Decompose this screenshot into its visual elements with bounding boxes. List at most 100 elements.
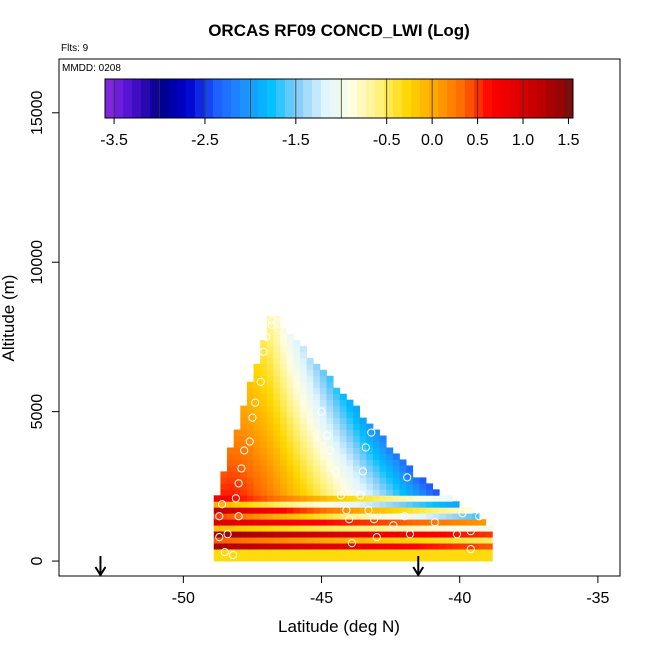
x-tick-label: -35 (586, 590, 609, 607)
flight-arrows (94, 556, 425, 577)
heatmap-cell (260, 441, 268, 448)
profile-marker (267, 316, 276, 325)
heatmap-cell (246, 435, 254, 442)
profile-marker (215, 512, 224, 521)
heatmap-cell (273, 543, 281, 550)
profile-marker (452, 530, 462, 539)
heatmap-cell (333, 429, 341, 436)
heatmap-cell (213, 507, 221, 514)
heatmap-cell (213, 555, 221, 562)
heatmap-cell (233, 429, 241, 436)
colorbar-tick-label: 1.0 (512, 132, 534, 149)
heatmap-cell (432, 531, 440, 538)
heatmap-cell (379, 459, 387, 466)
heatmap-cell (313, 477, 321, 484)
heatmap-cell (372, 525, 380, 532)
heatmap-cell (273, 513, 281, 520)
heatmap-cell (452, 549, 460, 556)
heatmap-cell (412, 549, 420, 556)
heatmap-cell (273, 441, 281, 448)
heatmap-cell (280, 531, 288, 538)
y-tick-label: 5000 (29, 394, 46, 430)
heatmap-cell (306, 399, 314, 407)
heatmap-cell (485, 537, 493, 544)
heatmap-cell (372, 477, 380, 484)
heatmap-cell (406, 525, 414, 532)
heatmap-cell (313, 429, 321, 436)
heatmap-cell (452, 507, 460, 514)
heatmap-cell (299, 471, 308, 478)
heatmap-cell (432, 501, 440, 508)
heatmap-cell (359, 477, 367, 484)
heatmap-cell (386, 477, 394, 484)
heatmap-cell (280, 339, 288, 347)
profile-marker (251, 398, 260, 407)
heatmap-cell (306, 357, 314, 365)
heatmap-cell (227, 537, 235, 544)
heatmap-cell (240, 519, 248, 526)
chart-title: ORCAS RF09 CONCD_LWI (Log) (208, 21, 470, 40)
heatmap-cell (432, 525, 440, 532)
heatmap-cell (439, 513, 447, 520)
heatmap-cell (233, 543, 241, 550)
heatmap-cell (445, 525, 453, 532)
colorbar-segment (330, 79, 340, 118)
heatmap-cell (246, 393, 254, 401)
heatmap-cell (333, 453, 341, 460)
heatmap-cell (452, 525, 460, 532)
heatmap-cell (286, 459, 294, 466)
heatmap-cell (266, 327, 274, 335)
heatmap-cell (286, 525, 294, 532)
profile-marker (372, 533, 381, 542)
heatmap-cell (273, 501, 281, 508)
heatmap-cell (240, 537, 248, 544)
heatmap-cell (326, 393, 334, 401)
heatmap-cell (412, 543, 420, 550)
heatmap-cell (353, 537, 361, 544)
heatmap-cell (326, 375, 334, 383)
heatmap-cell (412, 489, 420, 496)
heatmap-cell (286, 441, 294, 448)
heatmap-cell (253, 543, 261, 550)
heatmap-cell (286, 537, 294, 544)
heatmap-cell (366, 423, 374, 430)
heatmap-cell (286, 399, 294, 407)
colorbar-segment (501, 79, 511, 118)
heatmap-cell (293, 555, 301, 562)
heatmap-cell (359, 423, 367, 430)
profile-markers (215, 316, 484, 560)
heatmap-cell (366, 483, 374, 490)
heatmap-cell (266, 477, 274, 484)
heatmap-cell (339, 531, 347, 538)
heatmap-cell (346, 459, 354, 466)
heatmap-cell (333, 537, 341, 544)
heatmap-cell (392, 531, 400, 538)
heatmap-cell (386, 537, 394, 544)
heatmap-cell (379, 483, 387, 490)
heatmap-cell (266, 519, 274, 526)
heatmap-cell (399, 459, 407, 466)
heatmap-cell (220, 555, 228, 562)
heatmap-cell (359, 519, 367, 526)
heatmap-cell (379, 555, 387, 562)
heatmap-cell (313, 507, 321, 514)
heatmap-cell (372, 507, 380, 514)
heatmap-cell (372, 489, 380, 496)
heatmap-cell (392, 471, 400, 478)
heatmap-cell (472, 519, 480, 526)
heatmap-cell (313, 543, 321, 550)
heatmap-cell (339, 477, 347, 484)
heatmap-cell (273, 531, 281, 538)
profile-marker (262, 332, 271, 342)
heatmap-cell (426, 519, 434, 526)
heatmap-cell (432, 489, 440, 496)
heatmap-cell (266, 375, 274, 383)
heatmap-cell (445, 531, 453, 538)
heatmap-cell (280, 525, 288, 532)
heatmap-cell (359, 435, 367, 442)
heatmap-cell (227, 447, 235, 454)
heatmap-cell (293, 489, 301, 496)
heatmap-cell (359, 453, 367, 460)
heatmap-cell (339, 465, 347, 472)
heatmap-cell (379, 435, 387, 442)
